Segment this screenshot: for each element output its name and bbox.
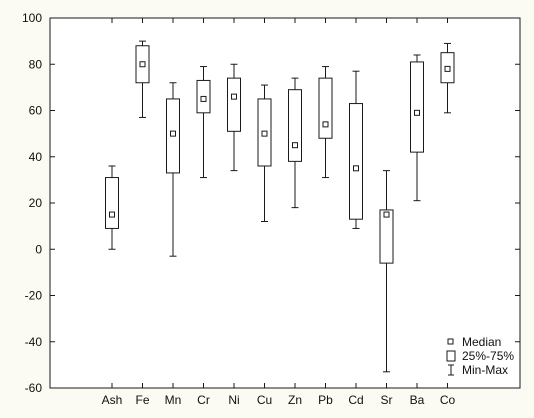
- x-tick-label: Ni: [228, 393, 239, 407]
- median-marker: [322, 121, 329, 128]
- y-tick-label: 20: [29, 196, 43, 210]
- x-tick-label: Sr: [381, 393, 393, 407]
- median-marker: [444, 65, 451, 72]
- iqr-box: [227, 77, 241, 132]
- y-tick-label: 40: [29, 150, 43, 164]
- iqr-box: [349, 103, 363, 220]
- x-tick-label: Zn: [288, 393, 302, 407]
- x-tick-label: Cr: [197, 393, 210, 407]
- y-tick-label: 0: [35, 242, 42, 256]
- median-marker: [261, 130, 268, 137]
- legend-box-label: 25%-75%: [462, 349, 514, 363]
- median-marker: [170, 130, 176, 137]
- median-marker: [383, 211, 390, 218]
- y-tick-label: -40: [25, 335, 43, 349]
- median-marker: [109, 211, 115, 218]
- x-tick-label: Ba: [410, 393, 425, 407]
- y-tick-label: -20: [25, 289, 43, 303]
- iqr-box: [105, 177, 119, 229]
- legend-median-symbol: [447, 338, 454, 345]
- legend-median-label: Median: [462, 335, 501, 349]
- median-marker: [139, 61, 146, 68]
- median-marker: [414, 109, 420, 116]
- x-tick-label: Cu: [257, 393, 272, 407]
- iqr-box: [288, 89, 302, 162]
- x-tick-label: Co: [440, 393, 456, 407]
- median-marker: [353, 165, 359, 172]
- iqr-box: [379, 209, 394, 264]
- x-tick-label: Mn: [165, 393, 182, 407]
- y-tick-label: 100: [22, 11, 42, 25]
- y-tick-label: 80: [29, 57, 43, 71]
- median-marker: [292, 142, 298, 149]
- x-tick-label: Pb: [318, 393, 333, 407]
- iqr-box: [410, 61, 424, 153]
- x-tick-label: Ash: [102, 393, 123, 407]
- iqr-box: [318, 77, 333, 139]
- y-tick-label: 60: [29, 104, 43, 118]
- legend-box-symbol: [446, 350, 456, 362]
- legend-whisker-label: Min-Max: [462, 363, 508, 377]
- median-marker: [200, 95, 207, 102]
- median-marker: [231, 93, 237, 100]
- x-tick-label: Fe: [135, 393, 149, 407]
- y-tick-label: -60: [25, 381, 43, 395]
- x-tick-label: Cd: [348, 393, 363, 407]
